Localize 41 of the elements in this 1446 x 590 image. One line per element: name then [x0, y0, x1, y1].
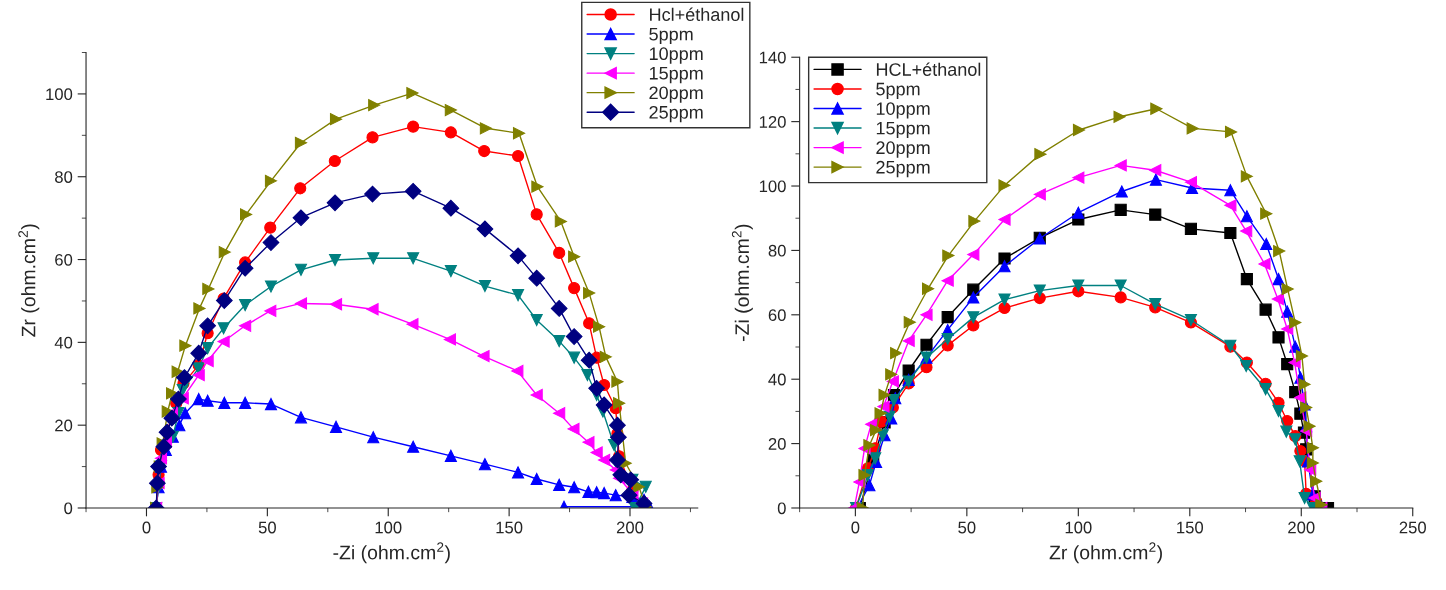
y-tick-label: 20 — [55, 419, 73, 432]
x-tick-label: 50 — [958, 521, 976, 534]
x-axis-title: -Zi (ohm.cm$^{2}$) — [333, 542, 450, 564]
legend-label: HCL+éthanol — [876, 62, 981, 76]
y-tick-label: 0 — [64, 502, 73, 515]
y-tick-label: 140 — [759, 51, 786, 64]
legend-label: 15ppm — [649, 67, 703, 84]
x-tick-label: 100 — [1065, 521, 1092, 534]
y-axis-title: Zr (ohm.cm$^{2}$) — [18, 224, 40, 337]
y-tick-label: 60 — [55, 253, 73, 266]
y-tick-label: 60 — [768, 309, 786, 322]
legend-label: 20ppm — [649, 86, 703, 103]
x-axis-title: Zr (ohm.cm$^{2}$) — [1049, 542, 1162, 564]
y-tick-label: 20 — [768, 438, 786, 450]
legend-label: 10ppm — [649, 47, 703, 64]
x-tick-label: 150 — [496, 521, 523, 534]
y-tick-label: 40 — [54, 336, 73, 349]
y-tick-label: 0 — [777, 502, 786, 515]
x-tick-label: 200 — [1288, 521, 1315, 534]
legend-label: 10ppm — [876, 102, 930, 119]
x-tick-label: 50 — [258, 521, 276, 534]
y-tick-label: 120 — [759, 116, 786, 128]
y-tick-label: 80 — [768, 244, 786, 257]
legend-label: 25ppm — [876, 160, 930, 178]
y-tick-label: 100 — [46, 88, 73, 101]
legend-label: 5ppm — [649, 27, 693, 45]
x-tick-label: 250 — [1399, 521, 1426, 534]
y-tick-label: 40 — [768, 373, 786, 386]
y-tick-label: 100 — [759, 180, 786, 193]
y-tick-label: 80 — [55, 171, 73, 183]
legend-label: Hcl+éthanol — [650, 7, 744, 21]
x-tick-label: 0 — [851, 521, 860, 534]
legend-label: 20ppm — [876, 141, 930, 158]
x-tick-label: 150 — [1177, 521, 1204, 534]
legend-label: 25ppm — [649, 105, 703, 123]
y-axis-title: -Zi (ohm.cm$^{2}$) — [731, 224, 753, 342]
legend-label: 15ppm — [876, 121, 930, 139]
x-tick-label: 0 — [142, 521, 151, 534]
legend-label: 5ppm — [876, 82, 920, 100]
x-tick-label: 100 — [375, 521, 402, 534]
x-tick-label: 200 — [616, 521, 644, 534]
